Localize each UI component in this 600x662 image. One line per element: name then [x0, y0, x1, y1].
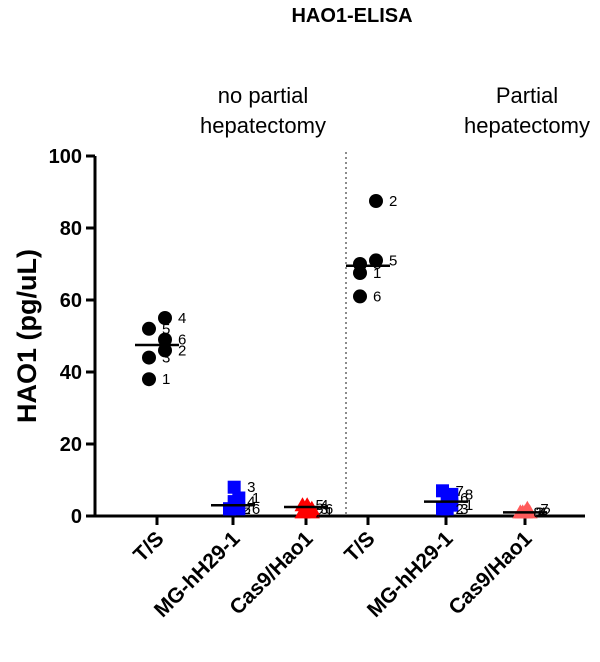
group-title: no partial hepatectomy	[200, 83, 326, 138]
data-point	[142, 321, 156, 336]
point-label: 4	[247, 494, 255, 511]
data-point	[353, 257, 367, 271]
point-label: 3	[162, 350, 170, 367]
point-label: 1	[325, 504, 333, 521]
y-tick-label: 40	[60, 362, 82, 384]
point-label: 7	[456, 483, 464, 500]
y-axis-label: HAO1 (pg/uL)	[12, 249, 42, 423]
point-label: 6	[373, 288, 381, 305]
y-tick-label: 100	[49, 146, 82, 168]
point-label: 1	[373, 265, 381, 282]
data-point	[158, 332, 172, 347]
point-label: 5	[162, 321, 170, 338]
point-label: 5	[316, 497, 324, 514]
point-label: 2	[389, 193, 397, 210]
data-point	[158, 343, 172, 358]
x-tick-label: T/S	[340, 527, 379, 566]
point-label: 2	[316, 504, 324, 521]
point-label: 6	[460, 490, 468, 507]
x-tick-label: Cas9/Hao1	[444, 527, 536, 619]
data-point	[440, 502, 454, 516]
point-label: 2	[243, 501, 251, 518]
point-label: 1	[465, 497, 473, 514]
data-point	[369, 253, 383, 268]
point-label: 5	[243, 501, 251, 518]
plot-area: HAO1 (pg/uL)020406080100T/SMG-hH29-1Cas9…	[12, 83, 590, 622]
point-label: 4	[178, 310, 186, 327]
data-point	[158, 311, 172, 325]
data-point	[227, 480, 241, 494]
point-label: 7	[540, 501, 548, 518]
data-point	[353, 289, 367, 304]
chart-title: HAO1-ELISA	[291, 5, 412, 27]
y-tick-label: 20	[60, 434, 82, 456]
point-label: 1	[162, 371, 170, 388]
point-label: 6	[252, 501, 260, 518]
point-label: 4	[320, 497, 328, 514]
point-label: 1	[252, 490, 260, 507]
point-label: 2	[178, 342, 186, 359]
data-point	[369, 194, 383, 208]
point-label: 5	[389, 252, 397, 269]
data-point	[142, 372, 156, 387]
point-label: 3	[247, 479, 255, 496]
x-tick-label: T/S	[129, 527, 168, 566]
data-point	[445, 487, 459, 501]
data-point	[142, 350, 156, 365]
y-tick-label: 80	[60, 218, 82, 240]
point-label: 3	[320, 501, 328, 518]
point-label: 6	[325, 501, 333, 518]
point-label: 8	[465, 486, 473, 503]
y-tick-label: 0	[71, 506, 82, 528]
y-tick-label: 60	[60, 290, 82, 312]
group-title: Partial hepatectomy	[464, 83, 590, 138]
point-label: 6	[178, 332, 186, 349]
point-label: 2	[456, 501, 464, 518]
point-label: 3	[460, 501, 468, 518]
